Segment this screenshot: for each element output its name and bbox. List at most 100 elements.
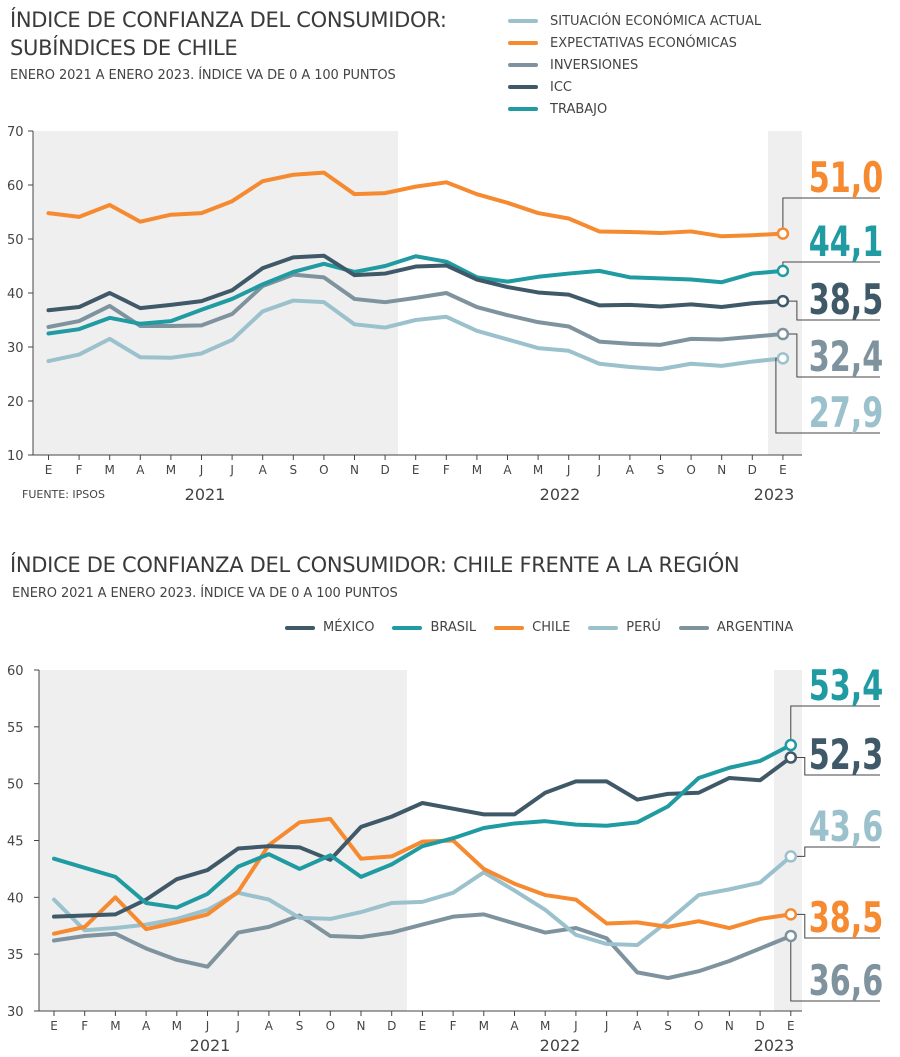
- legend-item-brasil: BRASIL: [392, 620, 476, 635]
- y-tick-label: 20: [7, 395, 24, 410]
- legend-label: MÉXICO: [323, 620, 375, 635]
- callout-line: [790, 705, 880, 746]
- end-value-label: 38,5: [809, 275, 884, 324]
- chart1-plot: 10 20 30 40 50 60 70 E F M A M J J A S O N D E F M A M J J A S O N D E 2…: [7, 125, 884, 504]
- x-tick-label: M: [105, 463, 115, 477]
- callout-line: [790, 935, 880, 1002]
- year-label: 2021: [185, 485, 226, 504]
- series-line: [52, 755, 793, 919]
- legend-swatch: [508, 85, 538, 89]
- x-tick-label: E: [779, 463, 787, 477]
- end-point: [776, 352, 790, 365]
- x-tick-label: A: [142, 1019, 151, 1033]
- x-tick-label: D: [748, 463, 757, 477]
- x-tick-label: S: [664, 1019, 672, 1033]
- end-point: [784, 929, 798, 943]
- series-line: [46, 170, 785, 239]
- x-tick-label: F: [76, 463, 83, 477]
- chart1-subtitle: ENERO 2021 A ENERO 2023. ÍNDICE VA DE 0 …: [10, 68, 396, 83]
- end-value-label: 44,1: [809, 217, 884, 266]
- x-tick-label: F: [443, 463, 450, 477]
- year-label: 2022: [540, 485, 581, 504]
- legend-swatch: [494, 625, 525, 630]
- callout-line: [782, 333, 880, 378]
- x-tick-label: M: [472, 463, 482, 477]
- end-point: [784, 751, 798, 764]
- series-line: [52, 816, 793, 936]
- y-tick-label: 40: [7, 891, 24, 906]
- chart2-title: ÍNDICE DE CONFIANZA DEL CONSUMIDOR: CHIL…: [10, 553, 740, 577]
- x-tick-label: D: [387, 1019, 396, 1033]
- end-point: [784, 850, 798, 863]
- callout-line: [790, 846, 880, 857]
- x-tick-label: A: [259, 463, 268, 477]
- x-tick-label: A: [265, 1019, 274, 1033]
- series-line: [52, 912, 793, 981]
- legend-label: ICC: [550, 79, 572, 95]
- end-value-label: 53,4: [809, 661, 884, 710]
- y-tick-label: 60: [7, 179, 24, 194]
- series-line: [46, 253, 785, 313]
- x-tick-label: E: [787, 1019, 795, 1033]
- series-line: [46, 254, 785, 336]
- legend-item-argentina: ARGENTINA: [678, 620, 793, 635]
- x-tick-label: J: [597, 463, 602, 477]
- legend-swatch: [508, 41, 538, 45]
- year-label: 2023: [754, 485, 795, 504]
- year-label: 2021: [190, 1036, 231, 1055]
- series-line: [52, 854, 793, 948]
- y-tick-label: 45: [7, 835, 24, 850]
- y-tick-label: 70: [7, 125, 24, 140]
- legend-swatch: [508, 19, 538, 23]
- series-line: [46, 272, 785, 347]
- x-tick-label: O: [686, 463, 695, 477]
- x-tick-label: J: [604, 1019, 609, 1033]
- legend-item-chile: CHILE: [494, 620, 570, 635]
- end-value-label: 36,6: [809, 956, 884, 1005]
- legend-label: SITUACIÓN ECONÓMICA ACTUAL: [550, 13, 762, 29]
- y-tick-label: 30: [7, 1005, 24, 1020]
- end-point: [776, 227, 790, 240]
- x-tick-label: M: [540, 1019, 550, 1033]
- shaded-2023: [774, 670, 802, 1011]
- x-tick-label: N: [725, 1019, 734, 1033]
- x-tick-label: S: [289, 463, 297, 477]
- end-point: [784, 738, 798, 752]
- legend-swatch: [588, 625, 619, 630]
- y-tick-label: 30: [7, 341, 24, 356]
- end-point: [776, 294, 790, 308]
- y-tick-label: 55: [7, 721, 24, 736]
- year-label: 2023: [754, 1036, 795, 1055]
- end-point: [776, 327, 790, 341]
- x-tick-label: M: [533, 463, 543, 477]
- shaded-2023: [768, 131, 802, 455]
- y-tick-label: 60: [7, 664, 24, 679]
- legend-item-situacion: SITUACIÓN ECONÓMICA ACTUAL: [508, 10, 761, 32]
- x-tick-label: N: [350, 463, 359, 477]
- x-tick-label: M: [172, 1019, 182, 1033]
- x-tick-label: N: [357, 1019, 366, 1033]
- x-tick-label: A: [626, 463, 635, 477]
- x-tick-label: E: [419, 1019, 427, 1033]
- end-value-label: 32,4: [809, 332, 884, 381]
- end-point: [784, 908, 798, 921]
- y-tick-label: 50: [7, 233, 24, 248]
- x-tick-label: J: [566, 463, 571, 477]
- x-tick-label: M: [110, 1019, 120, 1033]
- x-tick-label: M: [479, 1019, 489, 1033]
- callout-line: [790, 913, 880, 939]
- y-tick-label: 50: [7, 778, 24, 793]
- x-tick-label: E: [45, 463, 53, 477]
- legend-swatch: [285, 625, 315, 630]
- x-tick-label: E: [50, 1019, 58, 1033]
- shaded-2021: [39, 670, 407, 1011]
- x-tick-label: N: [717, 463, 726, 477]
- year-label: 2022: [540, 1036, 581, 1055]
- legend-label: TRABAJO: [550, 101, 608, 117]
- legend-item-icc: ICC: [508, 76, 761, 98]
- legend-swatch: [678, 625, 709, 630]
- x-tick-label: A: [633, 1019, 642, 1033]
- legend-swatch: [392, 625, 423, 630]
- x-tick-label: J: [199, 463, 204, 477]
- x-tick-label: O: [694, 1019, 703, 1033]
